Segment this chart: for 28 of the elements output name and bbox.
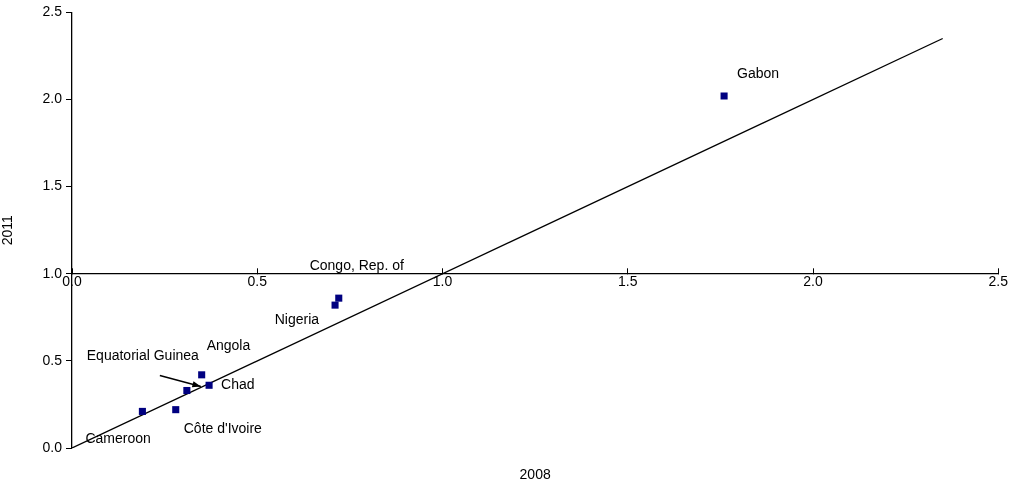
point — [198, 371, 206, 379]
annotation: Gabon — [737, 64, 780, 81]
x-tick-label: 2.0 — [803, 273, 823, 290]
annotation: Cameroon — [85, 430, 151, 447]
point — [205, 381, 213, 389]
y-tick-label: 0.5 — [42, 351, 63, 368]
annotation: Equatorial Guinea — [86, 347, 200, 364]
annotation: Angola — [206, 336, 251, 353]
y-tick-label: 0.0 — [42, 438, 63, 455]
y-axis-title: 2011 — [0, 214, 16, 246]
y-tick-label: 2.5 — [42, 3, 63, 20]
point — [172, 406, 180, 414]
point — [720, 92, 728, 100]
point — [138, 407, 146, 415]
x-tick-label: 2.5 — [988, 273, 1009, 290]
x-tick-label: 1.5 — [618, 273, 638, 290]
y-tick-label: 2.0 — [42, 90, 63, 107]
point — [331, 301, 339, 309]
x-tick-label: 0.5 — [247, 273, 268, 290]
y-tick-label: 1.5 — [42, 177, 63, 194]
annotation: Congo, Rep. of — [309, 257, 404, 274]
point — [335, 294, 343, 302]
x-axis-title: 2008 — [519, 465, 551, 482]
annotation: Nigeria — [274, 310, 320, 327]
annotation: Chad — [221, 376, 255, 393]
annotation: Côte d'Ivoire — [183, 419, 263, 436]
x-tick-label: 1.0 — [432, 273, 453, 290]
point — [183, 386, 191, 395]
